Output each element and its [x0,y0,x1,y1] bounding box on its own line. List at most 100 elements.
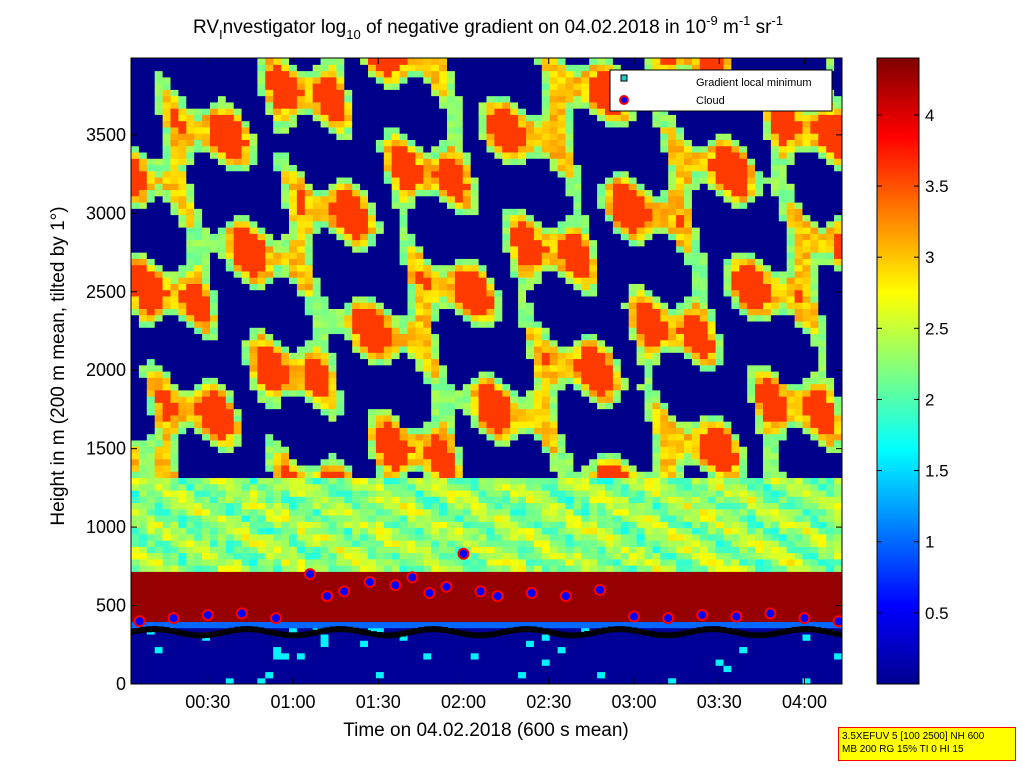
heatmap-cell [138,220,148,228]
heatmap-cell [336,533,345,541]
heatmap-cell [138,521,148,529]
heatmap-cell [146,621,156,629]
heatmap-cell [154,176,164,184]
heatmap-cell [312,302,322,309]
heatmap-cell [415,308,424,316]
heatmap-cell [273,558,282,566]
heatmap-cell [186,239,195,247]
heatmap-cell [478,502,488,510]
heatmap-cell [328,402,337,410]
heatmap-cell [312,164,322,172]
heatmap-cell [407,239,416,247]
heatmap-cell [265,640,274,648]
heatmap-cell [265,665,274,673]
heatmap-cell [154,646,164,654]
heatmap-cell [233,521,243,529]
heatmap-cell [328,133,337,140]
heatmap-cell [336,108,345,115]
heatmap-cell [217,345,227,353]
heatmap-cell [138,602,148,610]
heatmap-cell [249,596,258,604]
heatmap-cell [336,58,345,65]
heatmap-cell [407,214,416,222]
heatmap-cell [320,252,330,259]
heatmap-cell [344,133,353,140]
heatmap-cell [518,145,527,153]
heatmap-cell [502,89,511,97]
heatmap-cell [415,208,424,216]
heatmap-cell [233,320,243,328]
heatmap-cell [328,126,337,134]
heatmap-cell [273,352,282,360]
heatmap-cell [383,590,393,597]
heatmap-cell [178,314,187,322]
heatmap-cell [320,114,330,122]
heatmap-cell [486,145,495,153]
heatmap-cell [289,533,298,541]
heatmap-cell [131,145,140,153]
heatmap-cell [454,396,464,403]
heatmap-cell [431,189,440,197]
heatmap-cell [375,458,385,466]
heatmap-cell [502,571,511,579]
heatmap-cell [447,220,456,228]
heatmap-cell [431,158,440,166]
heatmap-cell [439,101,448,109]
heatmap-cell [178,464,187,472]
heatmap-cell [210,258,219,266]
heatmap-cell [352,83,361,90]
heatmap-cell [399,114,409,122]
heatmap-cell [289,114,298,122]
heatmap-cell [462,339,472,347]
heatmap-cell [439,333,448,341]
heatmap-cell [383,402,393,410]
heatmap-cell [265,514,274,522]
heatmap-cell [518,615,527,622]
heatmap-cell [296,345,306,353]
heatmap-cell [391,320,401,328]
heatmap-cell [217,464,227,472]
heatmap-cell [233,590,243,597]
heatmap-cell [502,427,511,435]
heatmap-cell [368,633,377,641]
heatmap-cell [194,195,203,203]
heatmap-cell [423,558,432,566]
heatmap-cell [249,658,258,666]
heatmap-cell [383,489,393,497]
heatmap-cell [486,571,495,579]
heatmap-cell [265,658,274,666]
heatmap-cell [265,289,274,297]
heatmap-cell [225,345,235,353]
heatmap-cell [478,496,488,504]
heatmap-cell [352,95,361,103]
heatmap-cell [249,201,258,209]
heatmap-cell [399,101,409,109]
heatmap-cell [415,464,424,472]
heatmap-cell [146,533,156,541]
heatmap-cell [217,239,227,247]
heatmap-cell [296,383,306,391]
heatmap-cell [146,383,156,391]
heatmap-cell [439,352,448,360]
heatmap-cell [510,245,519,253]
heatmap-cell [439,158,448,166]
heatmap-cell [210,433,219,441]
heatmap-cell [344,333,353,341]
heatmap-cell [447,214,456,222]
heatmap-cell [383,464,393,472]
heatmap-cell [328,352,337,360]
heatmap-cell [352,602,361,610]
heatmap-cell [510,621,519,629]
heatmap-cell [146,615,156,622]
heatmap-cell [415,452,424,460]
heatmap-cell [281,83,290,90]
heatmap-cell [447,201,456,209]
heatmap-cell [518,427,527,435]
heatmap-cell [447,546,456,554]
heatmap-cell [320,70,330,78]
heatmap-cell [194,540,203,547]
heatmap-cell [273,189,282,197]
heatmap-cell [154,677,164,684]
heatmap-cell [470,195,480,203]
heatmap-cell [170,508,179,516]
